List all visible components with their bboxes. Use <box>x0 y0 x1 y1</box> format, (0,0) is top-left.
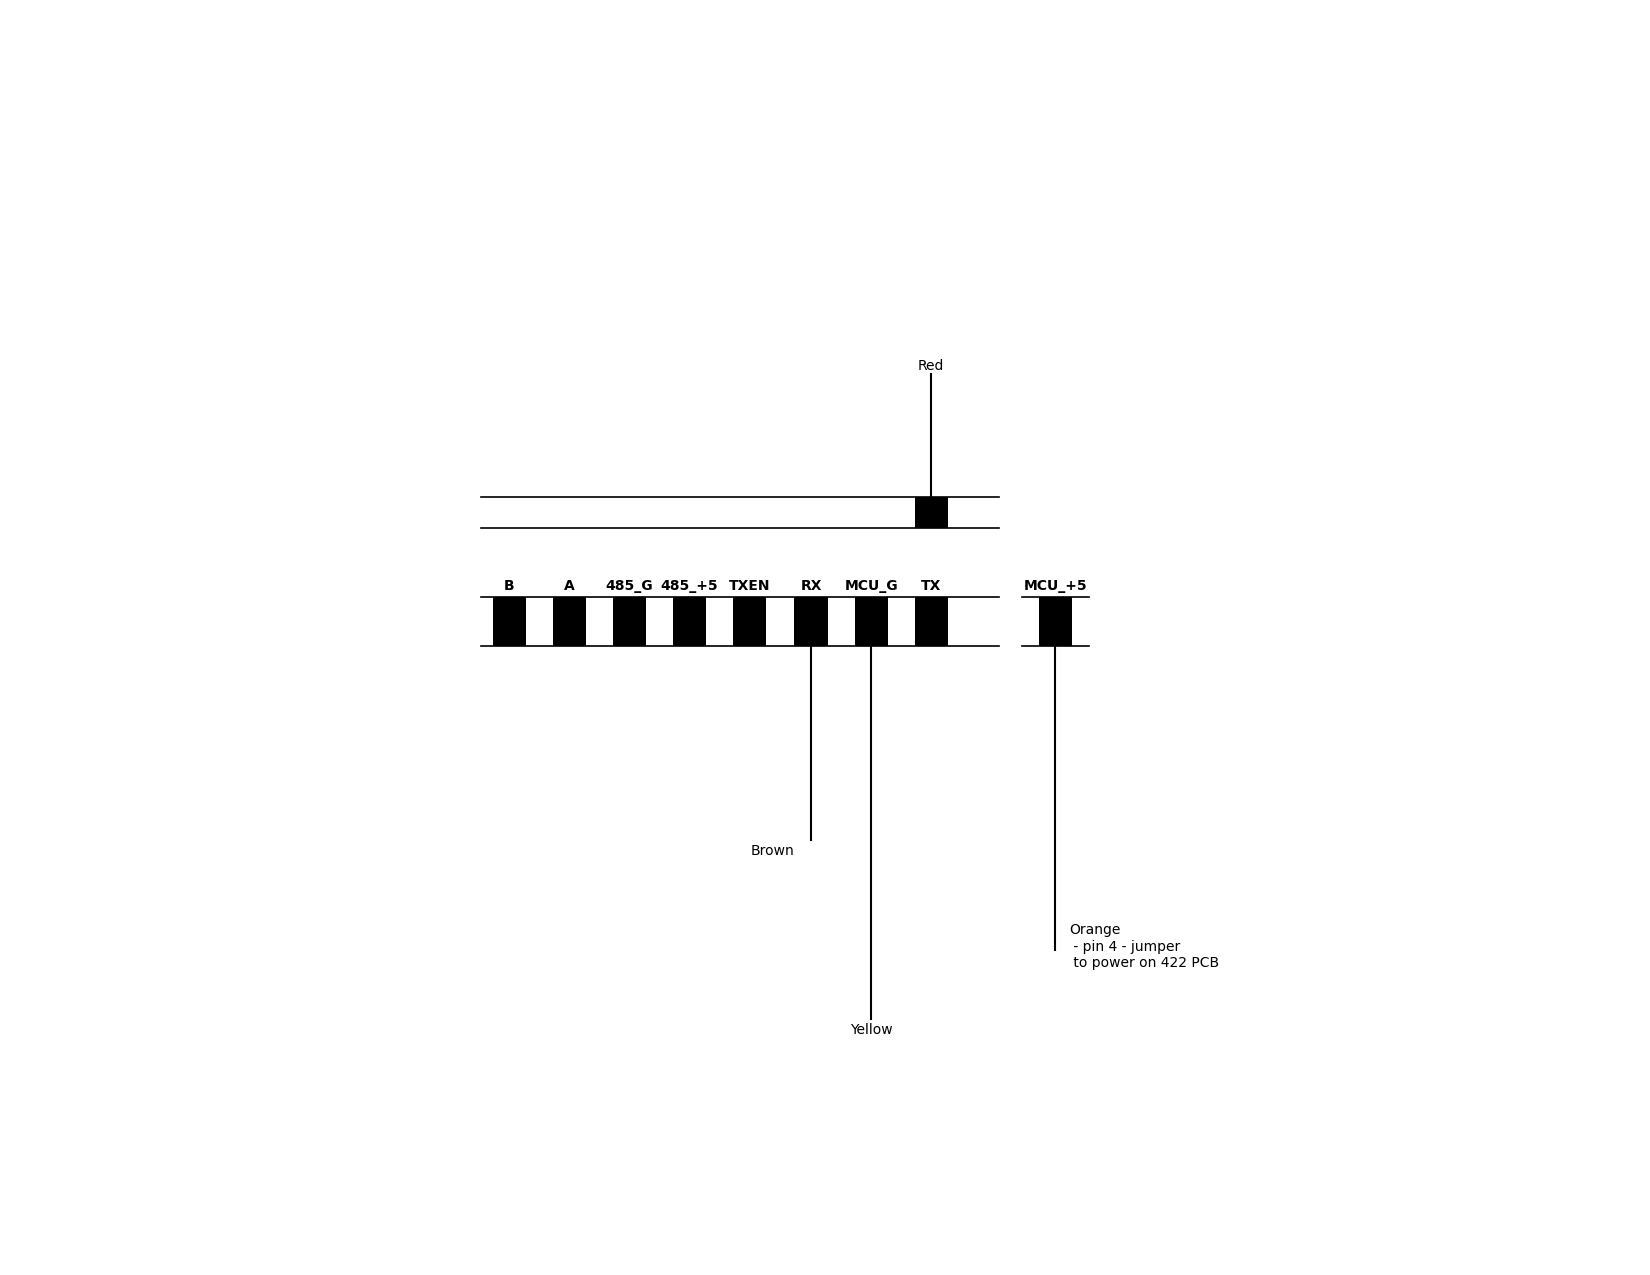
Bar <box>493 597 526 646</box>
Text: TX: TX <box>921 579 942 593</box>
Text: A: A <box>564 579 574 593</box>
Bar <box>612 597 647 646</box>
Text: MCU_+5: MCU_+5 <box>1023 579 1087 593</box>
Text: Yellow: Yellow <box>850 1023 893 1037</box>
Text: Brown: Brown <box>751 844 795 858</box>
Text: 485_+5: 485_+5 <box>660 579 718 593</box>
Bar <box>794 597 828 646</box>
Bar <box>673 597 706 646</box>
Text: B: B <box>503 579 515 593</box>
Bar <box>914 597 947 646</box>
Text: Orange
 - pin 4 - jumper
 to power on 422 PCB: Orange - pin 4 - jumper to power on 422 … <box>1069 923 1219 970</box>
Bar <box>733 597 766 646</box>
Text: 485_G: 485_G <box>606 579 653 593</box>
Bar <box>855 597 888 646</box>
Text: Red: Red <box>917 360 944 374</box>
Bar <box>553 597 586 646</box>
Text: TXEN: TXEN <box>729 579 771 593</box>
Bar <box>1040 597 1072 646</box>
Text: MCU_G: MCU_G <box>845 579 898 593</box>
Text: RX: RX <box>800 579 822 593</box>
Bar <box>914 496 947 528</box>
